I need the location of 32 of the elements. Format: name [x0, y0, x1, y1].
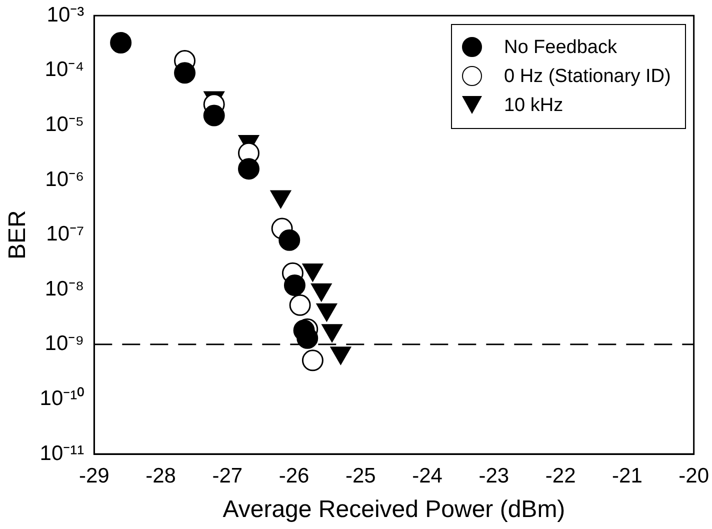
y-tick-label: 10⁻⁷	[46, 222, 84, 246]
point	[278, 229, 300, 251]
x-tick-label: -26	[278, 464, 310, 488]
point	[238, 158, 260, 180]
x-tick-label: -25	[345, 464, 376, 488]
legend-label: No Feedback	[504, 36, 617, 60]
x-tick-label: -23	[478, 464, 510, 488]
point	[284, 274, 306, 296]
x-tick-label: -20	[678, 464, 710, 488]
point	[110, 32, 132, 54]
y-tick-label: 10⁻⁴	[44, 58, 84, 82]
x-tick-label: -29	[78, 464, 110, 488]
x-axis-title: Average Received Power (dBm)	[222, 496, 566, 524]
legend-label: 10 kHz	[504, 94, 564, 118]
y-axis-title: BER	[4, 210, 32, 260]
y-tick-label: 10⁻¹¹	[40, 442, 84, 465]
legend-label: 0 Hz (Stationary ID)	[504, 64, 671, 89]
y-tick-label: 10⁻⁵	[45, 112, 84, 136]
y-tick-label: 10⁻⁶	[45, 168, 84, 191]
x-tick-label: -27	[212, 464, 243, 488]
x-tick-label: -22	[545, 464, 576, 488]
x-tick-label: -24	[412, 464, 443, 488]
point	[302, 350, 324, 372]
point	[174, 62, 196, 84]
y-tick-label: 10⁻³	[46, 3, 84, 26]
y-tick-label: 10⁻¹⁰	[40, 386, 84, 410]
x-tick-label: -28	[146, 464, 176, 488]
y-tick-label: 10⁻⁹	[44, 332, 84, 356]
x-tick-label: -21	[612, 464, 642, 488]
point	[289, 294, 311, 316]
y-tick-label: 10⁻⁸	[44, 277, 84, 300]
point	[203, 104, 225, 126]
